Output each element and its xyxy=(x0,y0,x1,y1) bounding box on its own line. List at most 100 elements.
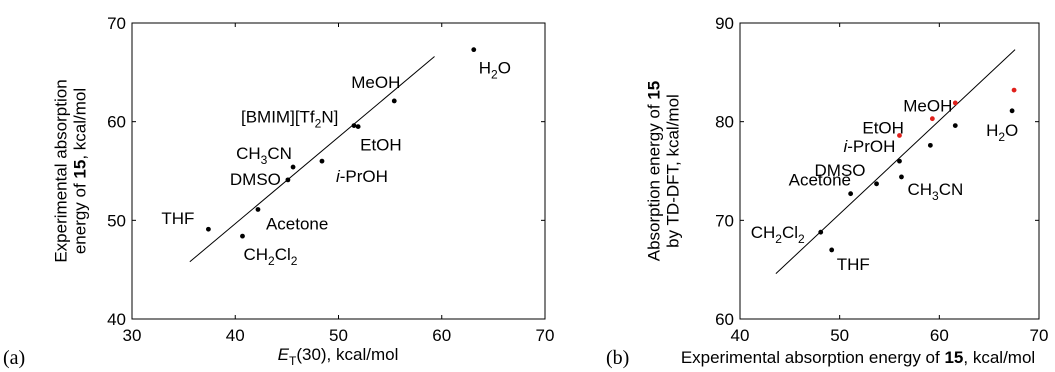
point-label: EtOH xyxy=(862,118,904,137)
point-label: H2O xyxy=(986,121,1018,144)
text-part: N] xyxy=(321,108,338,127)
text-part: CH xyxy=(243,245,268,264)
chart-panel-a: 30 40 50 60 7040506070THFCH2Cl2AcetoneDMSOCH… xyxy=(3,14,554,369)
text-part: DMSO xyxy=(815,161,866,180)
x-tick-label: 70 xyxy=(1030,326,1049,345)
fit-line xyxy=(189,56,435,263)
text-part: CH xyxy=(236,144,261,163)
text-part: 2 xyxy=(998,130,1005,144)
text-part: H xyxy=(479,59,491,78)
point-label: DMSO xyxy=(230,170,281,189)
y-tick-label: 90 xyxy=(715,14,734,33)
text-part: CH xyxy=(751,223,776,242)
x-tick-label: 40 xyxy=(226,326,245,345)
text-part: H xyxy=(986,121,998,140)
text-part: Experimental absorption energy of xyxy=(681,348,945,367)
y-tick-label: 40 xyxy=(107,310,126,329)
text-part: [BMIM][Tf xyxy=(241,108,315,127)
text-part: Acetone xyxy=(789,171,851,190)
data-point xyxy=(240,233,245,239)
point-label: Acetone xyxy=(789,171,851,190)
x-tick-label: 70 xyxy=(536,326,555,345)
data-point xyxy=(848,191,854,197)
x-tick-label: 50 xyxy=(830,326,849,345)
panel-letter: (b) xyxy=(606,347,629,369)
point-label: MeOH xyxy=(903,97,952,116)
text-part: EtOH xyxy=(862,118,904,137)
text-part: 2 xyxy=(798,232,805,246)
data-point xyxy=(255,207,261,212)
text-part: 3 xyxy=(932,189,939,203)
text-part: O xyxy=(498,59,511,78)
y-tick-label: 60 xyxy=(107,113,126,132)
y-tick-label: 70 xyxy=(107,14,126,33)
text-part: CH xyxy=(907,180,932,199)
text-part: E xyxy=(278,345,290,364)
text-part: Cl xyxy=(782,223,798,242)
text-part: Acetone xyxy=(266,214,328,233)
x-tick-label: 30 xyxy=(123,326,142,345)
text-part: 2 xyxy=(775,232,782,246)
text-part: i xyxy=(336,167,341,186)
plot-frame xyxy=(739,22,1040,320)
text-part: , kcal/mol xyxy=(71,88,90,160)
point-label: CH3CN xyxy=(236,144,292,167)
x-tick-label: 60 xyxy=(930,326,949,345)
point-label: H2O xyxy=(479,59,511,82)
data-point xyxy=(206,226,211,232)
text-part: MeOH xyxy=(903,97,952,116)
text-part: by TD-DFT, kcal/mol xyxy=(664,94,683,248)
y-tick-label: 70 xyxy=(715,211,734,230)
y-tick-label: 50 xyxy=(107,211,126,230)
point-label: EtOH xyxy=(360,136,402,155)
point-label: CH2Cl2 xyxy=(243,245,297,268)
panel-letter: (a) xyxy=(3,347,25,369)
text-part: 3 xyxy=(261,153,268,167)
text-part: CN xyxy=(939,180,964,199)
text-part: 2 xyxy=(268,254,275,268)
point-label: [BMIM][Tf2N] xyxy=(241,108,338,131)
text-part: EtOH xyxy=(360,136,402,155)
point-label: THF xyxy=(837,255,870,274)
data-point xyxy=(391,98,397,104)
x-tick-label: 50 xyxy=(329,326,348,345)
data-point xyxy=(351,123,357,129)
data-point xyxy=(927,142,933,148)
point-label: Acetone xyxy=(266,214,328,233)
point-label: THF xyxy=(161,209,194,228)
text-part: 15 xyxy=(944,348,963,367)
chart-panel-b: 40 50 60 7060708090CH2Cl2THFAcetoneDMSOi-Pr… xyxy=(606,14,1048,369)
data-point xyxy=(874,181,879,187)
x-tick-label: 40 xyxy=(731,326,750,345)
data-point xyxy=(285,177,291,183)
data-point xyxy=(897,158,902,164)
fit-line xyxy=(775,49,1016,274)
text-part: (30), kcal/mol xyxy=(296,345,398,364)
point-label: MeOH xyxy=(351,73,400,92)
data-point xyxy=(319,158,325,164)
x-axis-title: ET(30), kcal/mol xyxy=(278,345,399,368)
point-label: DMSO xyxy=(815,161,866,180)
text-part: O xyxy=(1005,121,1018,140)
data-point xyxy=(829,247,835,253)
text-part: DMSO xyxy=(230,170,281,189)
y-axis-title-line: energy of 15, kcal/mol xyxy=(71,88,90,254)
data-point xyxy=(1011,87,1017,93)
text-part: 2 xyxy=(291,254,298,268)
text-part: 15 xyxy=(645,81,664,100)
text-part: THF xyxy=(837,255,870,274)
y-axis-title-line: by TD-DFT, kcal/mol xyxy=(664,94,683,248)
text-part: Experimental absorption xyxy=(52,79,71,262)
point-label: CH3CN xyxy=(907,180,963,203)
data-point xyxy=(952,123,958,129)
text-part: 15 xyxy=(71,160,90,179)
text-part: -PrOH xyxy=(847,137,895,156)
data-point xyxy=(290,164,296,170)
data-point xyxy=(1009,108,1015,114)
text-part: , kcal/mol xyxy=(963,348,1035,367)
text-part: CN xyxy=(267,144,292,163)
data-point xyxy=(952,100,958,106)
text-part: Absorption energy of xyxy=(645,100,664,262)
text-part: MeOH xyxy=(351,73,400,92)
